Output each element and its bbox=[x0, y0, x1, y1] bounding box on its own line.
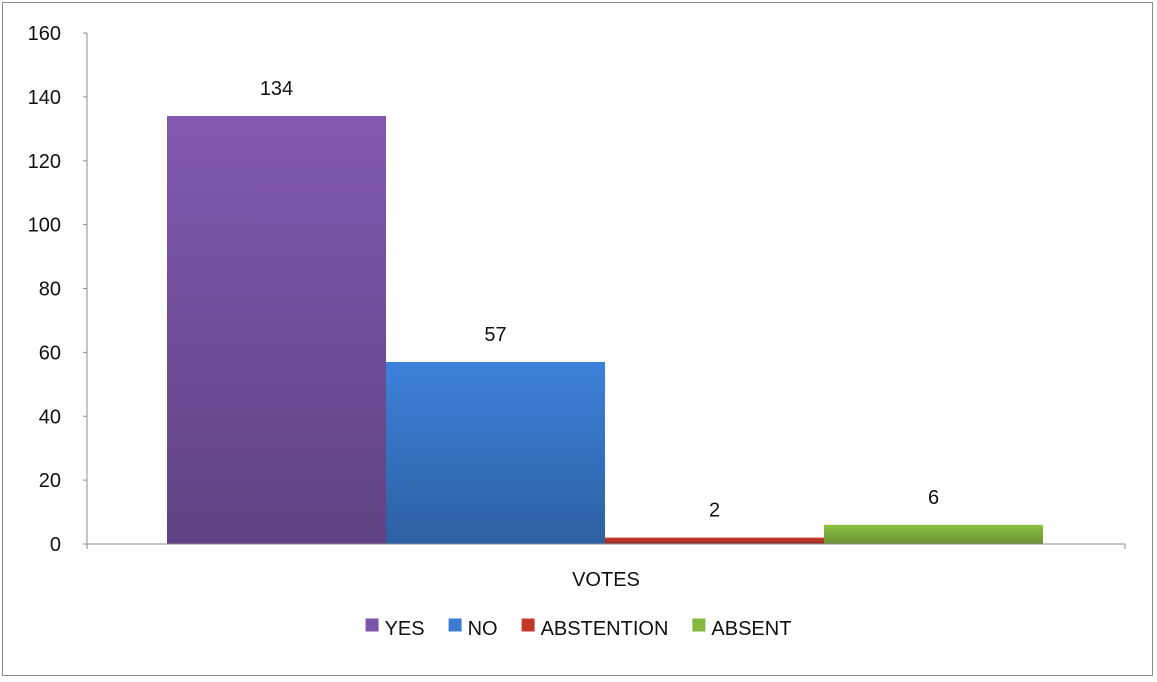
data-label-abstention: 2 bbox=[709, 500, 720, 522]
y-tick-label: 140 bbox=[28, 87, 61, 109]
legend-swatch bbox=[448, 618, 462, 632]
bar-chart: 0 20 40 60 80 100 120 140 160 134 57 2 6 VOTES YES N… bbox=[28, 23, 1126, 640]
legend-item-absent: ABSENT bbox=[692, 618, 791, 640]
x-axis: VOTES bbox=[86, 543, 1126, 591]
y-tick-label: 0 bbox=[50, 534, 61, 556]
data-label-no: 57 bbox=[484, 324, 506, 346]
legend-label: ABSENT bbox=[711, 618, 791, 640]
x-category-label: VOTES bbox=[572, 569, 640, 591]
legend-swatch bbox=[692, 618, 706, 632]
data-label-absent: 6 bbox=[928, 487, 939, 509]
bar-abstention bbox=[605, 537, 824, 544]
legend-item-yes: YES bbox=[365, 618, 425, 640]
y-tick-label: 160 bbox=[28, 23, 61, 45]
legend-label: NO bbox=[468, 618, 498, 640]
data-label-yes: 134 bbox=[260, 78, 293, 100]
y-tick-label: 120 bbox=[28, 151, 61, 173]
data-labels: 134 57 2 6 bbox=[260, 78, 939, 522]
legend: YES NO ABSTENTION ABSENT bbox=[365, 618, 791, 640]
legend-swatch bbox=[365, 618, 379, 632]
y-axis: 0 20 40 60 80 100 120 140 160 bbox=[28, 23, 88, 556]
legend-swatch bbox=[521, 618, 535, 632]
legend-item-abstention: ABSTENTION bbox=[521, 618, 669, 640]
bar-absent bbox=[824, 524, 1043, 544]
bar-yes bbox=[167, 116, 386, 544]
y-tick-label: 20 bbox=[39, 470, 61, 492]
bars bbox=[167, 116, 1043, 544]
legend-item-no: NO bbox=[448, 618, 498, 640]
y-tick-label: 40 bbox=[39, 406, 61, 428]
y-tick-label: 100 bbox=[28, 215, 61, 237]
legend-label: YES bbox=[385, 618, 425, 640]
legend-label: ABSTENTION bbox=[541, 618, 669, 640]
bar-no bbox=[386, 361, 605, 544]
y-tick-label: 80 bbox=[39, 279, 61, 301]
y-tick-label: 60 bbox=[39, 342, 61, 364]
